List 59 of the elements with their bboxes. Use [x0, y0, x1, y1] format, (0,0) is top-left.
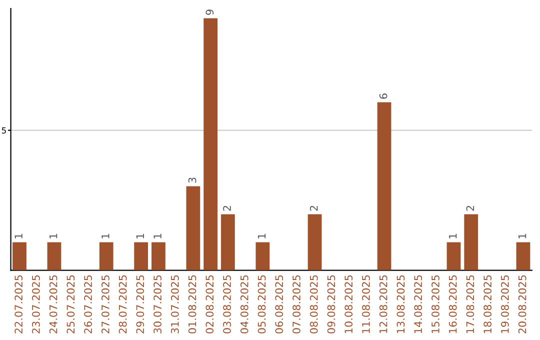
x-tick-label: 26.07.2025 [84, 275, 92, 334]
x-tick-label: 19.08.2025 [500, 275, 509, 333]
data-label: 2 [310, 206, 318, 211]
x-tick-label: 31.07.2025 [170, 275, 179, 334]
x-tick-label: 02.08.2025 [206, 275, 214, 334]
x-tick-label: 11.08.2025 [362, 275, 370, 333]
x-tick-label: 30.07.2025 [154, 275, 162, 334]
x-tick-label: 07.08.2025 [292, 275, 300, 334]
data-label: 1 [136, 234, 144, 238]
x-tick-label: 01.08.2025 [188, 275, 196, 334]
x-tick-label: 04.08.2025 [240, 275, 248, 334]
data-label: 1 [50, 234, 58, 238]
x-tick-label: 24.07.2025 [49, 275, 58, 334]
bar [464, 214, 478, 270]
x-tick-label: 29.07.2025 [136, 275, 144, 334]
data-label: 1 [258, 234, 266, 238]
data-label: 1 [102, 234, 110, 238]
x-tick-label: 12.08.2025 [379, 275, 388, 333]
bar [446, 242, 461, 270]
x-tick-label: 18.08.2025 [484, 275, 492, 333]
bar [516, 242, 530, 270]
bar [151, 242, 166, 270]
data-label: 1 [449, 234, 457, 238]
bar [186, 186, 200, 270]
x-tick-label: 25.07.2025 [66, 275, 75, 334]
data-label: 1 [518, 234, 526, 238]
x-tick-label: 08.08.2025 [310, 275, 318, 334]
data-label: 3 [188, 178, 196, 183]
data-label: 2 [466, 206, 474, 211]
x-tick-label: 05.08.2025 [258, 275, 266, 334]
bar [220, 214, 235, 270]
bar [204, 18, 218, 270]
x-tick-label: 10.08.2025 [344, 275, 353, 333]
x-tick-label: 17.08.2025 [466, 275, 474, 333]
x-tick-label: 06.08.2025 [275, 275, 284, 334]
x-tick-label: 03.08.2025 [223, 275, 231, 334]
x-tick-label: 22.07.2025 [14, 275, 23, 334]
x-tick-label: 09.08.2025 [327, 275, 336, 334]
bar [308, 214, 322, 270]
x-tick-label: 16.08.2025 [448, 275, 457, 333]
bar [47, 242, 62, 270]
data-label: 1 [154, 234, 162, 238]
x-tick-label: 13.08.2025 [396, 275, 405, 333]
data-label: 9 [206, 10, 214, 15]
x-tick-label: 15.08.2025 [432, 275, 440, 333]
x-tick-label: 28.07.2025 [118, 275, 127, 334]
data-label: 1 [14, 234, 22, 238]
data-label: 2 [223, 206, 231, 211]
bar [134, 242, 148, 270]
y-tick-label: 5 [2, 127, 6, 134]
bar [12, 242, 26, 270]
bar [99, 242, 114, 270]
bar [377, 102, 392, 270]
x-tick-label: 20.08.2025 [518, 275, 526, 334]
x-tick-label: 23.07.2025 [32, 275, 40, 334]
x-tick-label: 27.07.2025 [101, 275, 110, 334]
x-tick-label: 14.08.2025 [414, 275, 422, 333]
data-label: 6 [379, 94, 388, 99]
bar [256, 242, 270, 270]
